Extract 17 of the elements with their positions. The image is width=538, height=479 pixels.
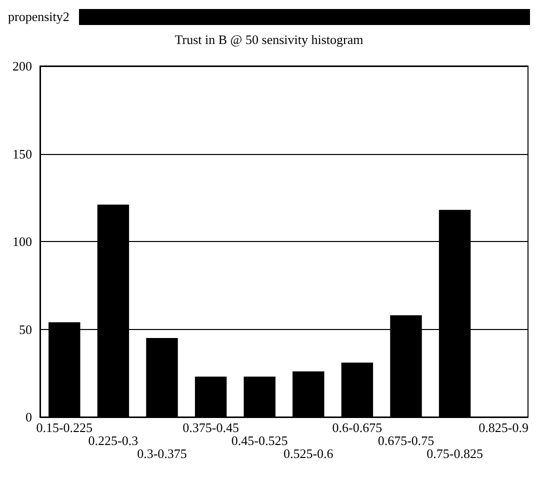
- y-tick-label: 150: [12, 146, 32, 162]
- x-tick-label: 0.45-0.525: [231, 433, 288, 448]
- x-tick-label: 0.3-0.375: [137, 446, 187, 461]
- x-tick-label: 0.6-0.675: [332, 420, 382, 435]
- y-tick-label: 50: [19, 322, 32, 337]
- x-tick-label: 0.375-0.45: [182, 420, 239, 435]
- x-tick-label: 0.15-0.225: [36, 420, 93, 435]
- x-tick-label: 0.75-0.825: [426, 446, 483, 461]
- y-tick-label: 0: [26, 410, 32, 424]
- text: propensity2: [8, 9, 70, 25]
- x-tick-label: 0.675-0.75: [378, 433, 434, 448]
- y-tick-label: 100: [12, 234, 32, 249]
- x-tick-label: 0.825-0.9: [478, 420, 529, 435]
- chart-title: Trust in B @ 50 sensivity histogram: [174, 32, 364, 47]
- x-tick-label: 0.225-0.3: [88, 433, 138, 448]
- x-tick-label: 0.525-0.6: [283, 446, 334, 461]
- y-tick-label: 200: [12, 58, 32, 74]
